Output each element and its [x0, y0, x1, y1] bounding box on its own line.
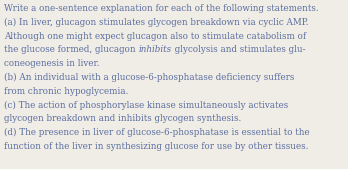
Text: glycogen breakdown and inhibits glycogen synthesis.: glycogen breakdown and inhibits glycogen…	[4, 114, 241, 123]
Text: (b) An individual with a glucose-6-phosphatase deficiency suffers: (b) An individual with a glucose-6-phosp…	[4, 73, 294, 82]
Text: Although one might expect glucagon also to stimulate catabolism of: Although one might expect glucagon also …	[4, 32, 306, 41]
Text: coneogenesis in liver.: coneogenesis in liver.	[4, 59, 100, 68]
Text: glycolysis and stimulates glu-: glycolysis and stimulates glu-	[172, 45, 305, 54]
Text: the glucose formed, glucagon: the glucose formed, glucagon	[4, 45, 139, 54]
Text: inhibits: inhibits	[139, 45, 172, 54]
Text: (a) In liver, glucagon stimulates glycogen breakdown via cyclic AMP.: (a) In liver, glucagon stimulates glycog…	[4, 18, 308, 27]
Text: (c) The action of phosphorylase kinase simultaneously activates: (c) The action of phosphorylase kinase s…	[4, 101, 288, 110]
Text: from chronic hypoglycemia.: from chronic hypoglycemia.	[4, 87, 128, 96]
Text: (d) The presence in liver of glucose-6-phosphatase is essential to the: (d) The presence in liver of glucose-6-p…	[4, 128, 310, 137]
Text: function of the liver in synthesizing glucose for use by other tissues.: function of the liver in synthesizing gl…	[4, 142, 308, 151]
Text: Write a one-sentence explanation for each of the following statements.: Write a one-sentence explanation for eac…	[4, 4, 319, 13]
